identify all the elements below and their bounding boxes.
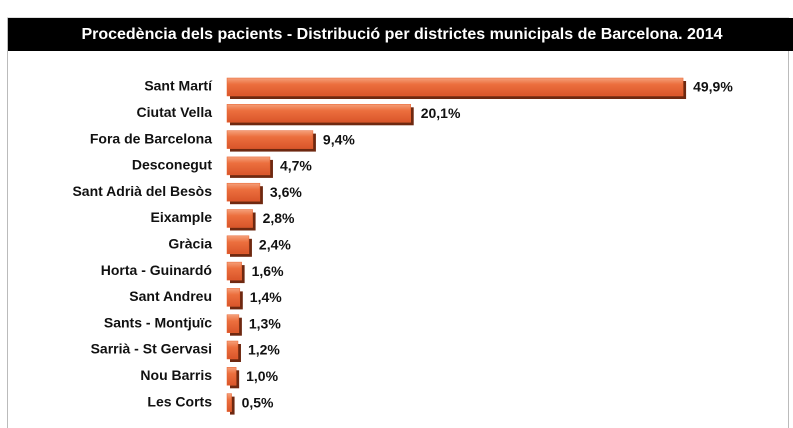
category-label: Desconegut — [132, 157, 212, 173]
bar — [226, 261, 242, 281]
bar — [226, 156, 271, 176]
value-label: 1,0% — [246, 368, 278, 384]
category-label: Horta - Guinardó — [101, 262, 212, 278]
bar-shadow — [230, 396, 235, 415]
bar — [226, 314, 240, 333]
bar — [226, 288, 241, 307]
category-label: Sant Martí — [144, 78, 213, 94]
value-label: 0,5% — [242, 394, 274, 410]
bar — [226, 130, 314, 149]
category-label: Eixample — [151, 209, 213, 225]
category-label: Ciutat Vella — [137, 104, 213, 120]
bar — [226, 235, 250, 255]
category-label: Sants - Montjuïc — [104, 314, 212, 330]
category-label: Sant Andreu — [129, 288, 212, 304]
value-label: 4,7% — [280, 158, 312, 174]
value-label: 20,1% — [421, 105, 461, 121]
value-label: 9,4% — [323, 131, 355, 147]
value-label: 1,6% — [252, 263, 284, 279]
value-label: 1,4% — [250, 289, 282, 305]
title-banner — [8, 18, 793, 51]
bar — [226, 209, 253, 228]
category-label: Sarrià - St Gervasi — [91, 341, 212, 357]
category-label: Fora de Barcelona — [90, 130, 212, 146]
bar — [226, 393, 232, 412]
value-label: 2,4% — [259, 237, 291, 253]
bar — [226, 367, 237, 386]
bar — [226, 77, 684, 97]
value-label: 1,2% — [248, 342, 280, 358]
category-label: Les Corts — [147, 393, 212, 409]
chart-title: Procedència dels pacients - Distribució … — [81, 26, 722, 43]
category-label: Gràcia — [168, 236, 212, 252]
bar — [226, 104, 411, 123]
value-label: 1,3% — [249, 315, 281, 331]
value-label: 3,6% — [270, 184, 302, 200]
bar — [226, 182, 261, 202]
bar — [226, 340, 239, 360]
category-label: Nou Barris — [140, 367, 212, 383]
category-label: Sant Adrià del Besòs — [72, 183, 212, 199]
value-label: 49,9% — [693, 79, 733, 95]
value-label: 2,8% — [263, 210, 295, 226]
